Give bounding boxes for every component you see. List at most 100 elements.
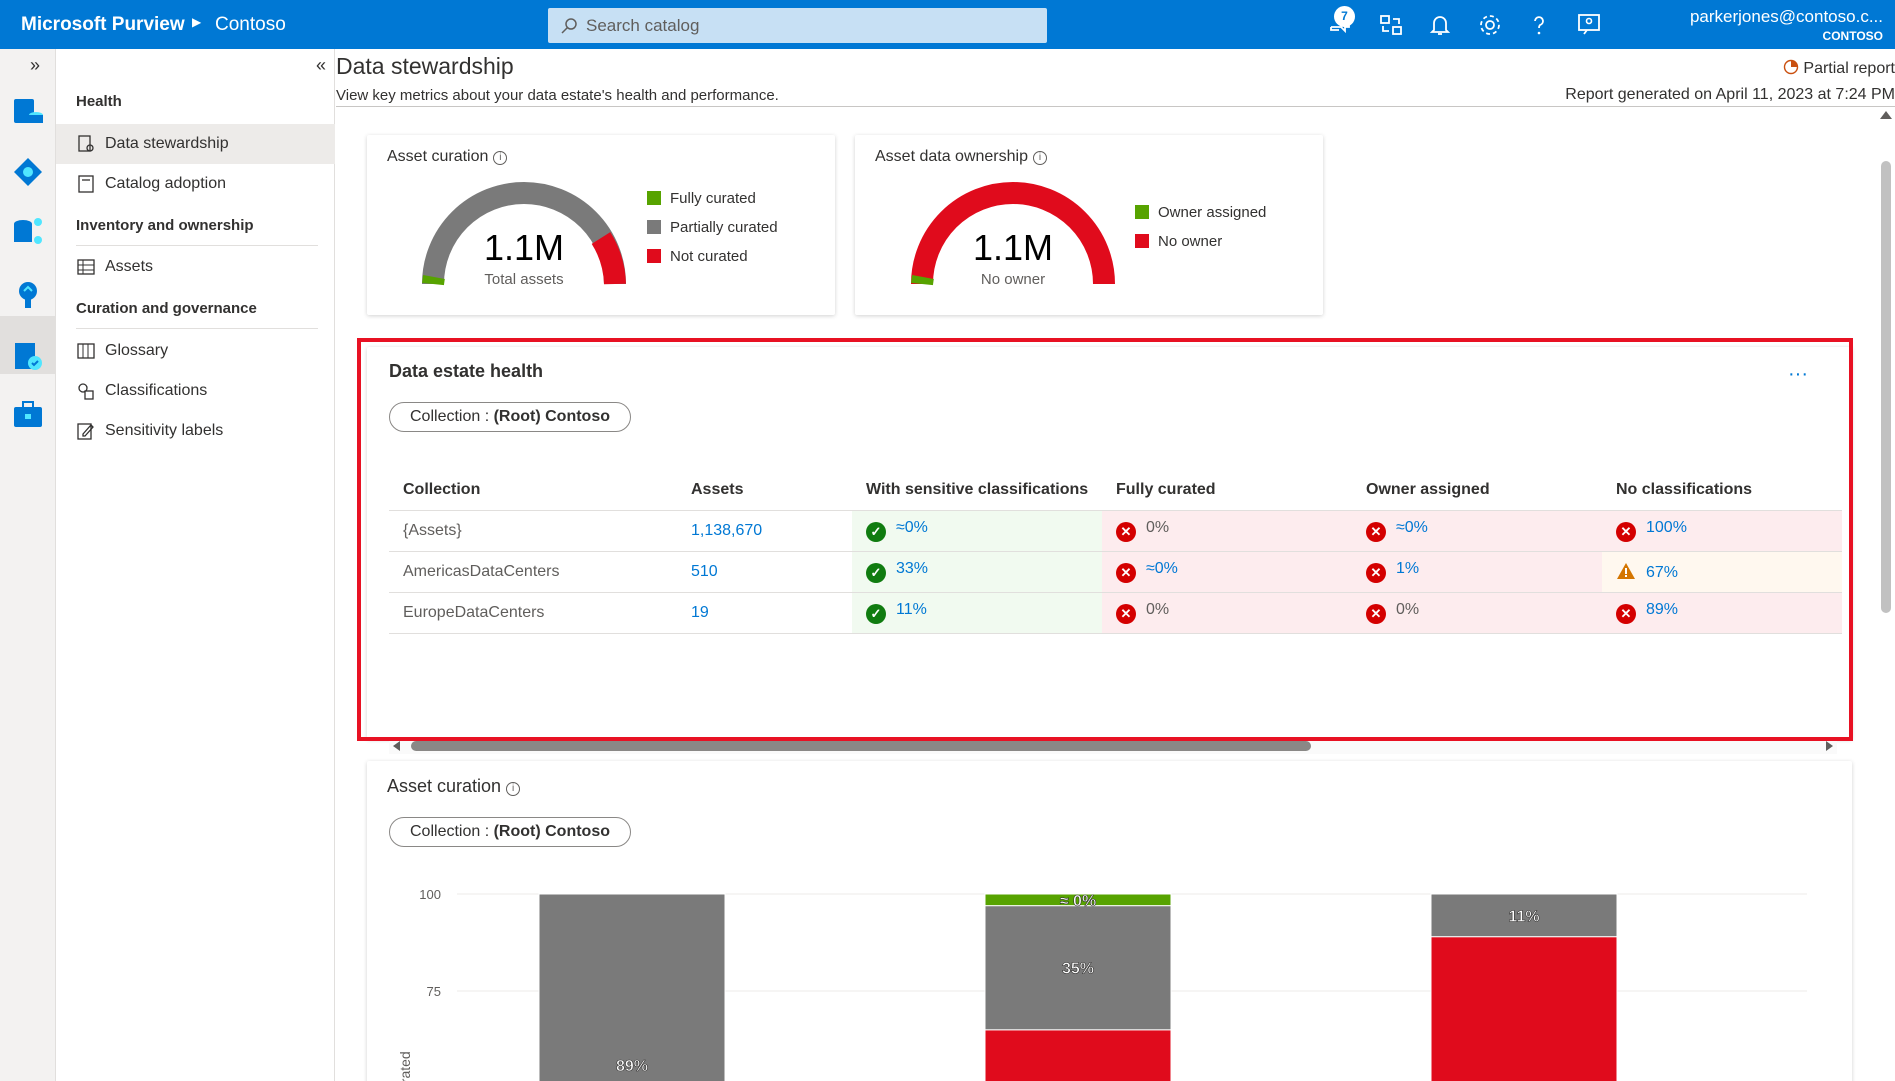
no-class-link[interactable]: 100% [1646,519,1687,536]
collection-filter-button[interactable]: Collection : (Root) Contoso [389,402,631,432]
insights-icon[interactable] [10,277,46,313]
data-catalog-icon[interactable] [10,154,46,190]
legend-item[interactable]: Not curated [647,248,778,277]
bar-segment [984,905,1172,1031]
partial-report-icon [1784,59,1799,75]
no-class-link[interactable]: 89% [1646,601,1679,618]
nav-item-glossary[interactable]: Glossary [56,331,335,371]
legend-label: Fully curated [670,190,756,207]
column-header[interactable]: Fully curated [1102,470,1352,511]
scrollbar-thumb[interactable] [1881,161,1891,613]
horizontal-scrollbar[interactable] [389,738,1837,754]
legend-swatch [647,220,661,234]
total-assets-value: 1.1M [483,227,565,268]
legend-item[interactable]: No owner [1135,233,1266,262]
check-circle-icon: ✓ [866,522,886,542]
info-icon[interactable]: i [506,782,521,796]
assets-link[interactable]: 1,138,670 [677,510,852,552]
assets-link[interactable]: 510 [677,551,852,593]
expand-chevron-icon[interactable]: » [30,55,41,75]
column-header[interactable]: Owner assigned [1352,470,1602,511]
legend-label: Partially curated [670,219,778,236]
fully-curated-cell: ✕ ≈0% [1102,551,1352,593]
error-circle-icon: ✕ [1366,563,1386,583]
collapse-nav-icon[interactable]: « [315,55,326,75]
y-tick-label: 100 [419,887,441,902]
info-icon[interactable]: i [493,151,508,165]
total-assets-label: Total assets [484,271,564,288]
no-class-cell: ✕ 89% [1602,592,1842,634]
column-header[interactable]: No classifications [1602,470,1842,511]
scroll-right-icon [1826,741,1833,751]
legend-label: Owner assigned [1158,204,1267,221]
legend-swatch [647,191,661,205]
nav-item-label: Data stewardship [105,135,229,152]
feedback-person-icon[interactable] [1576,12,1602,38]
nav-divider [76,328,318,329]
legend-swatch [1135,234,1149,248]
help-icon[interactable] [1526,12,1552,38]
data-sources-icon[interactable] [10,214,46,250]
notification-count-badge: 7 [1334,6,1355,27]
column-header[interactable]: With sensitive classifications [852,470,1102,511]
partial-report-indicator[interactable]: Partial report [1783,59,1895,78]
management-icon[interactable] [10,397,46,433]
main-content: Data stewardship View key metrics about … [336,49,1895,1081]
owner-cell: ✕ 1% [1352,551,1602,593]
bar-data-label: ≈ 0% [1060,893,1096,910]
section-title: Data estate health [389,361,544,381]
no-class-link[interactable]: 67% [1646,563,1679,581]
bell-icon[interactable] [1427,12,1453,38]
error-circle-icon: ✕ [1616,604,1636,624]
sensitive-link[interactable]: 11% [896,601,927,618]
nav-item-catalog-adoption[interactable]: Catalog adoption [56,164,335,204]
search-input[interactable]: Search catalog [548,8,1047,43]
more-options-icon[interactable]: ··· [1788,363,1808,385]
nav-item-data-stewardship[interactable]: Data stewardship [56,124,335,164]
error-circle-icon: ✕ [1616,522,1636,542]
check-circle-icon: ✓ [866,563,886,583]
curation-legend: Fully curated Partially curated Not cura… [647,190,778,277]
table-row[interactable]: {Assets} 1,138,670 ✓ ≈0% ✕ 0% ✕ ≈0% ✕ 100% [389,510,1842,552]
bar-data-label: 89% [616,1058,648,1075]
sensitive-cell: ✓ 33% [852,551,1102,593]
data-map-icon[interactable] [10,93,46,129]
scroll-up-icon[interactable] [1877,109,1895,121]
collection-filter-button[interactable]: Collection : (Root) Contoso [389,817,631,847]
fully-curated-link[interactable]: ≈0% [1146,560,1178,577]
nav-item-classifications[interactable]: Classifications [56,371,335,411]
fully-curated-value: 0% [1146,519,1170,536]
column-header[interactable]: Collection [389,470,677,511]
sensitive-link[interactable]: 33% [896,560,929,577]
bar-segment [538,893,726,1081]
owner-link[interactable]: 1% [1396,560,1420,577]
legend-item[interactable]: Partially curated [647,219,778,248]
error-circle-icon: ✕ [1366,522,1386,542]
user-account[interactable]: parkerjones@contoso.c... CONTOSO [1690,7,1883,43]
brand-title[interactable]: Microsoft Purview [21,14,185,35]
legend-item[interactable]: Fully curated [647,190,778,219]
vertical-scrollbar[interactable] [1877,107,1895,1081]
column-header[interactable]: Assets [677,470,852,511]
gear-icon[interactable] [1477,12,1503,38]
owner-link[interactable]: ≈0% [1396,519,1428,536]
nav-heading-health: Health [76,93,122,110]
table-row[interactable]: AmericasDataCenters 510 ✓ 33% ✕ ≈0% ✕ 1% 67… [389,551,1842,593]
curation-gauge [422,182,626,286]
error-circle-icon: ✕ [1116,522,1136,542]
table-row[interactable]: EuropeDataCenters 19 ✓ 11% ✕ 0% ✕ 0% ✕ 89% [389,592,1842,634]
table-grid-icon [77,259,95,275]
breadcrumb[interactable]: Contoso [215,14,286,35]
filter-value: (Root) Contoso [493,408,610,425]
info-icon[interactable]: i [1032,151,1047,165]
legend-item[interactable]: Owner assigned [1135,204,1266,233]
policy-icon[interactable] [10,339,46,375]
nav-item-sensitivity-labels[interactable]: Sensitivity labels [56,411,335,451]
nav-item-assets[interactable]: Assets [56,247,335,287]
assets-link[interactable]: 19 [677,592,852,634]
bar-data-label: 35% [1062,961,1094,978]
sensitive-link[interactable]: ≈0% [896,519,928,536]
switch-directory-icon[interactable] [1378,12,1404,38]
partial-report-label: Partial report [1803,60,1895,77]
card-title: Asset data ownership i [875,148,1047,166]
